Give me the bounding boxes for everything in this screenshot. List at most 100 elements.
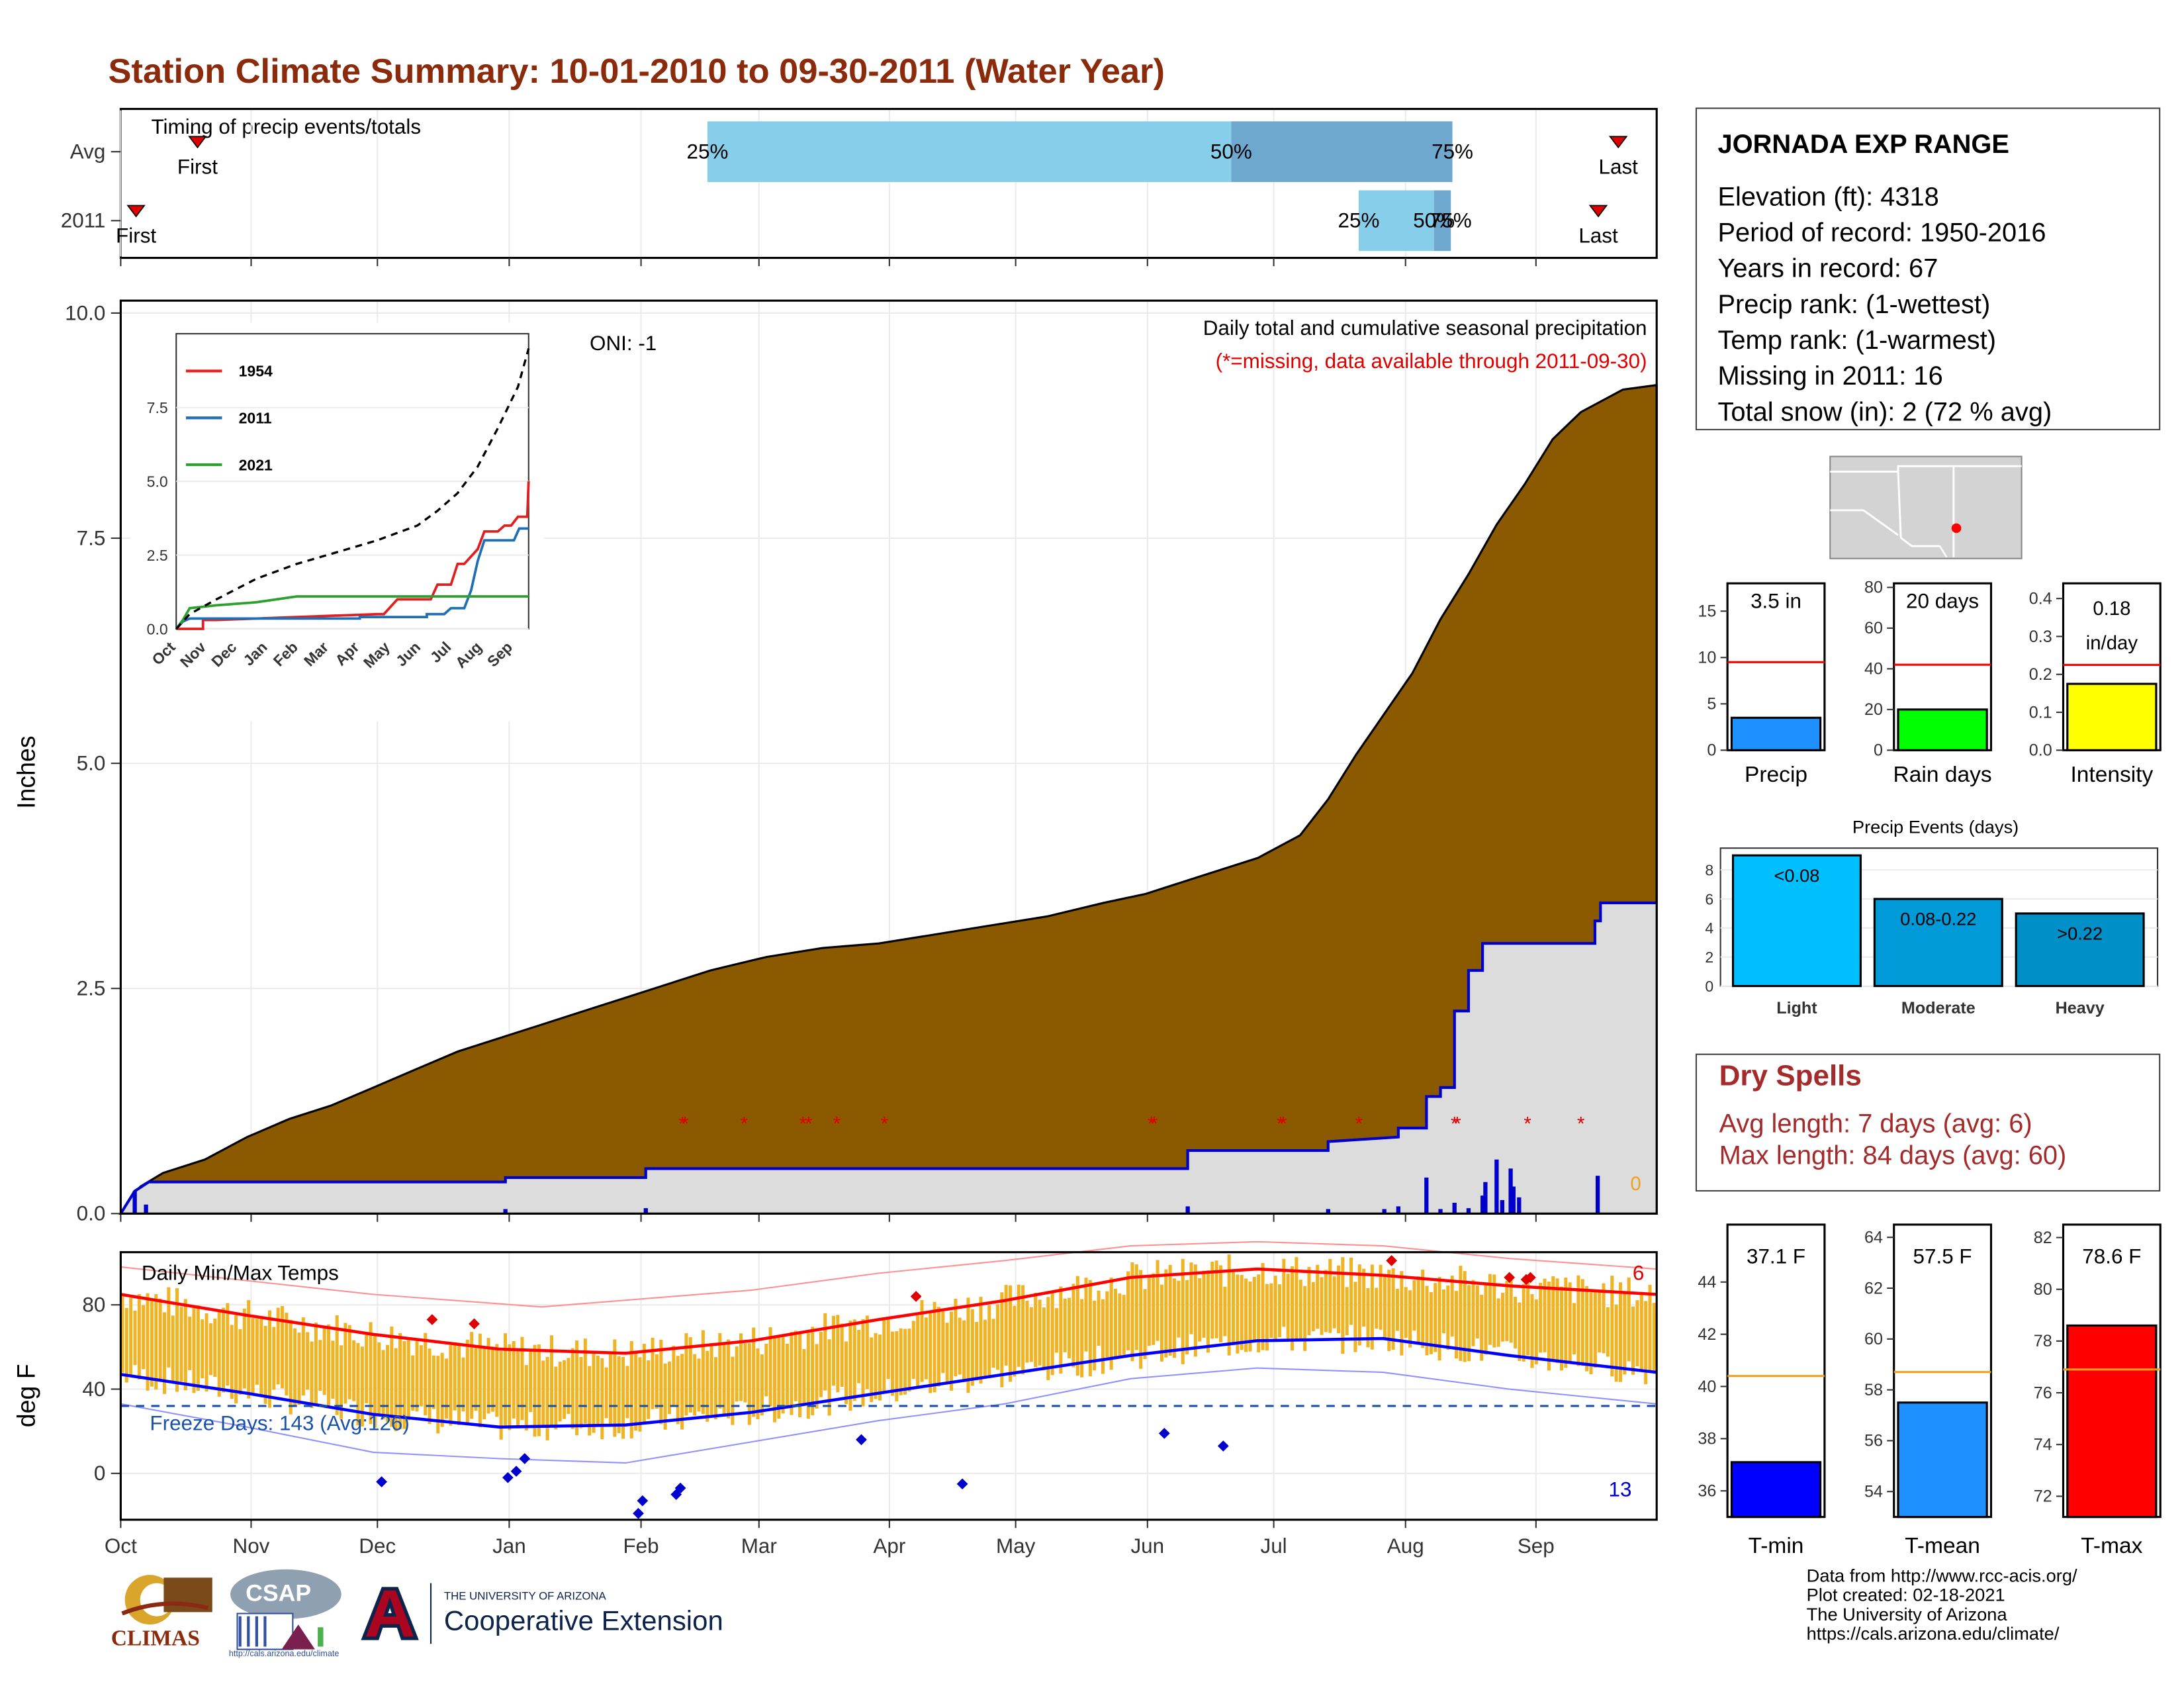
- daily-temp-range-bar: [419, 1345, 423, 1407]
- daily-temp-range-bar: [457, 1343, 461, 1425]
- daily-temp-range-bar: [162, 1312, 167, 1394]
- daily-temp-range-bar: [1113, 1289, 1118, 1359]
- daily-temp-range-bar: [1164, 1269, 1168, 1358]
- daily-temp-range-bar: [1093, 1300, 1097, 1371]
- daily-temp-range-bar: [1593, 1291, 1597, 1368]
- daily-temp-range-bar: [617, 1356, 621, 1434]
- credit-university: The University of Arizona: [1806, 1603, 2007, 1625]
- daily-temp-range-bar: [1236, 1274, 1240, 1354]
- ua-block-a-icon: [361, 1587, 419, 1640]
- daily-temp-range-bar: [137, 1293, 141, 1380]
- temp-summary-fill: [2066, 1324, 2158, 1519]
- daily-temp-range-bar: [1009, 1285, 1013, 1382]
- missing-day-mark: *: [833, 1114, 841, 1135]
- daily-temp-range-bar: [659, 1339, 663, 1425]
- timing-panel: Timing of precip events/totals Avg 25% 50%…: [61, 108, 1658, 267]
- daily-temp-range-bar: [267, 1310, 271, 1408]
- temp-ylabel: deg F: [12, 1364, 40, 1427]
- daily-temp-range-bar: [1505, 1281, 1509, 1341]
- daily-temp-range-bar: [1441, 1289, 1445, 1334]
- daily-temp-range-bar: [167, 1287, 171, 1368]
- daily-temp-range-bar: [1068, 1297, 1071, 1358]
- daily-temp-range-bar: [1147, 1276, 1151, 1346]
- daily-temp-range-bar: [1084, 1278, 1088, 1352]
- daily-temp-range-bar: [306, 1332, 310, 1390]
- inset-series-line: [175, 527, 529, 630]
- summary-bar-label: Intensity: [2070, 763, 2153, 787]
- daily-temp-range-bar: [1484, 1283, 1488, 1355]
- daily-temp-range-bar: [1509, 1280, 1513, 1343]
- daily-temp-range-bar: [293, 1328, 297, 1405]
- temp-summary-tick-label: 44: [1698, 1273, 1716, 1291]
- credit-data-source: Data from http://www.rcc-acis.org/: [1806, 1565, 2077, 1586]
- daily-temp-range-bar: [1404, 1287, 1408, 1338]
- daily-temp-range-bar: [1412, 1280, 1416, 1331]
- daily-temp-range-bar: [802, 1349, 806, 1405]
- daily-temp-range-bar: [1328, 1258, 1332, 1333]
- temp-summary-tick-label: 62: [1864, 1279, 1883, 1297]
- daily-temp-range-bar: [874, 1333, 878, 1399]
- daily-temp-range-bar: [390, 1326, 394, 1427]
- period-line: Period of record: 1950-2016: [1717, 219, 2046, 248]
- daily-temp-range-bar: [958, 1317, 962, 1375]
- daily-temp-range-bar: [756, 1348, 760, 1419]
- summary-bar-tick-label: 0: [1707, 741, 1716, 760]
- daily-temp-range-bar: [739, 1333, 743, 1401]
- daily-temp-range-bar: [369, 1322, 373, 1425]
- dry-avg: Avg length: 7 days (avg: 6): [1719, 1110, 2032, 1139]
- daily-temp-range-bar: [764, 1343, 768, 1397]
- precip-y-tick-label: 7.5: [77, 527, 106, 550]
- daily-temp-range-bar: [142, 1305, 146, 1370]
- timing-marker-label: First: [116, 224, 156, 248]
- daily-temp-range-bar: [242, 1308, 246, 1389]
- daily-temp-range-bar: [1152, 1273, 1156, 1345]
- timing-pct-label: 75%: [1430, 209, 1472, 232]
- daily-temp-range-bar: [840, 1323, 844, 1387]
- daily-temp-range-bar: [146, 1293, 150, 1391]
- daily-temp-range-bar: [205, 1313, 208, 1391]
- daily-temp-range-bar: [495, 1344, 499, 1417]
- daily-temp-range-bar: [651, 1337, 655, 1409]
- daily-precip-bar: [1595, 1176, 1600, 1214]
- csap-emblem-icon: [230, 1569, 341, 1650]
- daily-temp-range-bar: [1555, 1278, 1559, 1364]
- daily-temp-range-bar: [920, 1300, 924, 1382]
- daily-temp-range-bar: [1046, 1297, 1050, 1380]
- daily-temp-range-bar: [747, 1342, 751, 1425]
- daily-temp-range-bar: [1534, 1299, 1538, 1364]
- daily-temp-range-bar: [1097, 1290, 1101, 1346]
- daily-temp-range-bar: [895, 1331, 899, 1401]
- csap-logo-text: CSAP: [246, 1580, 312, 1607]
- daily-temp-range-bar: [1572, 1303, 1576, 1355]
- events-bar: [1873, 898, 2003, 988]
- missing-day-mark: *: [1451, 1114, 1458, 1135]
- daily-temp-range-bar: [567, 1358, 570, 1414]
- temp-summary-fill: [1897, 1401, 1988, 1519]
- temp-y-tick-label: 40: [82, 1378, 105, 1401]
- daily-temp-range-bar: [1500, 1292, 1504, 1342]
- daily-temp-range-bar: [213, 1318, 217, 1378]
- daily-temp-range-bar: [600, 1358, 604, 1440]
- timing-pct-label: 25%: [687, 140, 729, 164]
- daily-temp-range-bar: [743, 1343, 747, 1403]
- daily-temp-range-bar: [836, 1315, 840, 1393]
- inset-legend-label: 2011: [239, 410, 272, 427]
- daily-temp-range-bar: [335, 1315, 339, 1415]
- daily-temp-range-bar: [1463, 1271, 1467, 1362]
- summary-bar-value: 0.18: [2093, 598, 2130, 620]
- daily-temp-range-bar: [221, 1307, 226, 1393]
- daily-temp-range-bar: [768, 1327, 772, 1407]
- page-title: Station Climate Summary: 10-01-2010 to 0…: [108, 52, 1165, 91]
- temp-month-label: May: [996, 1534, 1036, 1558]
- daily-temp-range-bar: [735, 1346, 739, 1402]
- daily-temp-range-bar: [647, 1360, 651, 1419]
- daily-temp-range-bar: [1353, 1282, 1357, 1352]
- daily-temp-range-bar: [1345, 1287, 1349, 1335]
- station-name: JORNADA EXP RANGE: [1717, 130, 2009, 160]
- daily-temp-range-bar: [381, 1350, 385, 1420]
- daily-temp-range-bar: [1362, 1268, 1366, 1327]
- events-bar-label: >0.22: [2057, 923, 2103, 944]
- map-background: [1829, 455, 2023, 559]
- daily-temp-range-bar: [171, 1315, 175, 1384]
- temp-summary-tick-label: 38: [1698, 1430, 1716, 1448]
